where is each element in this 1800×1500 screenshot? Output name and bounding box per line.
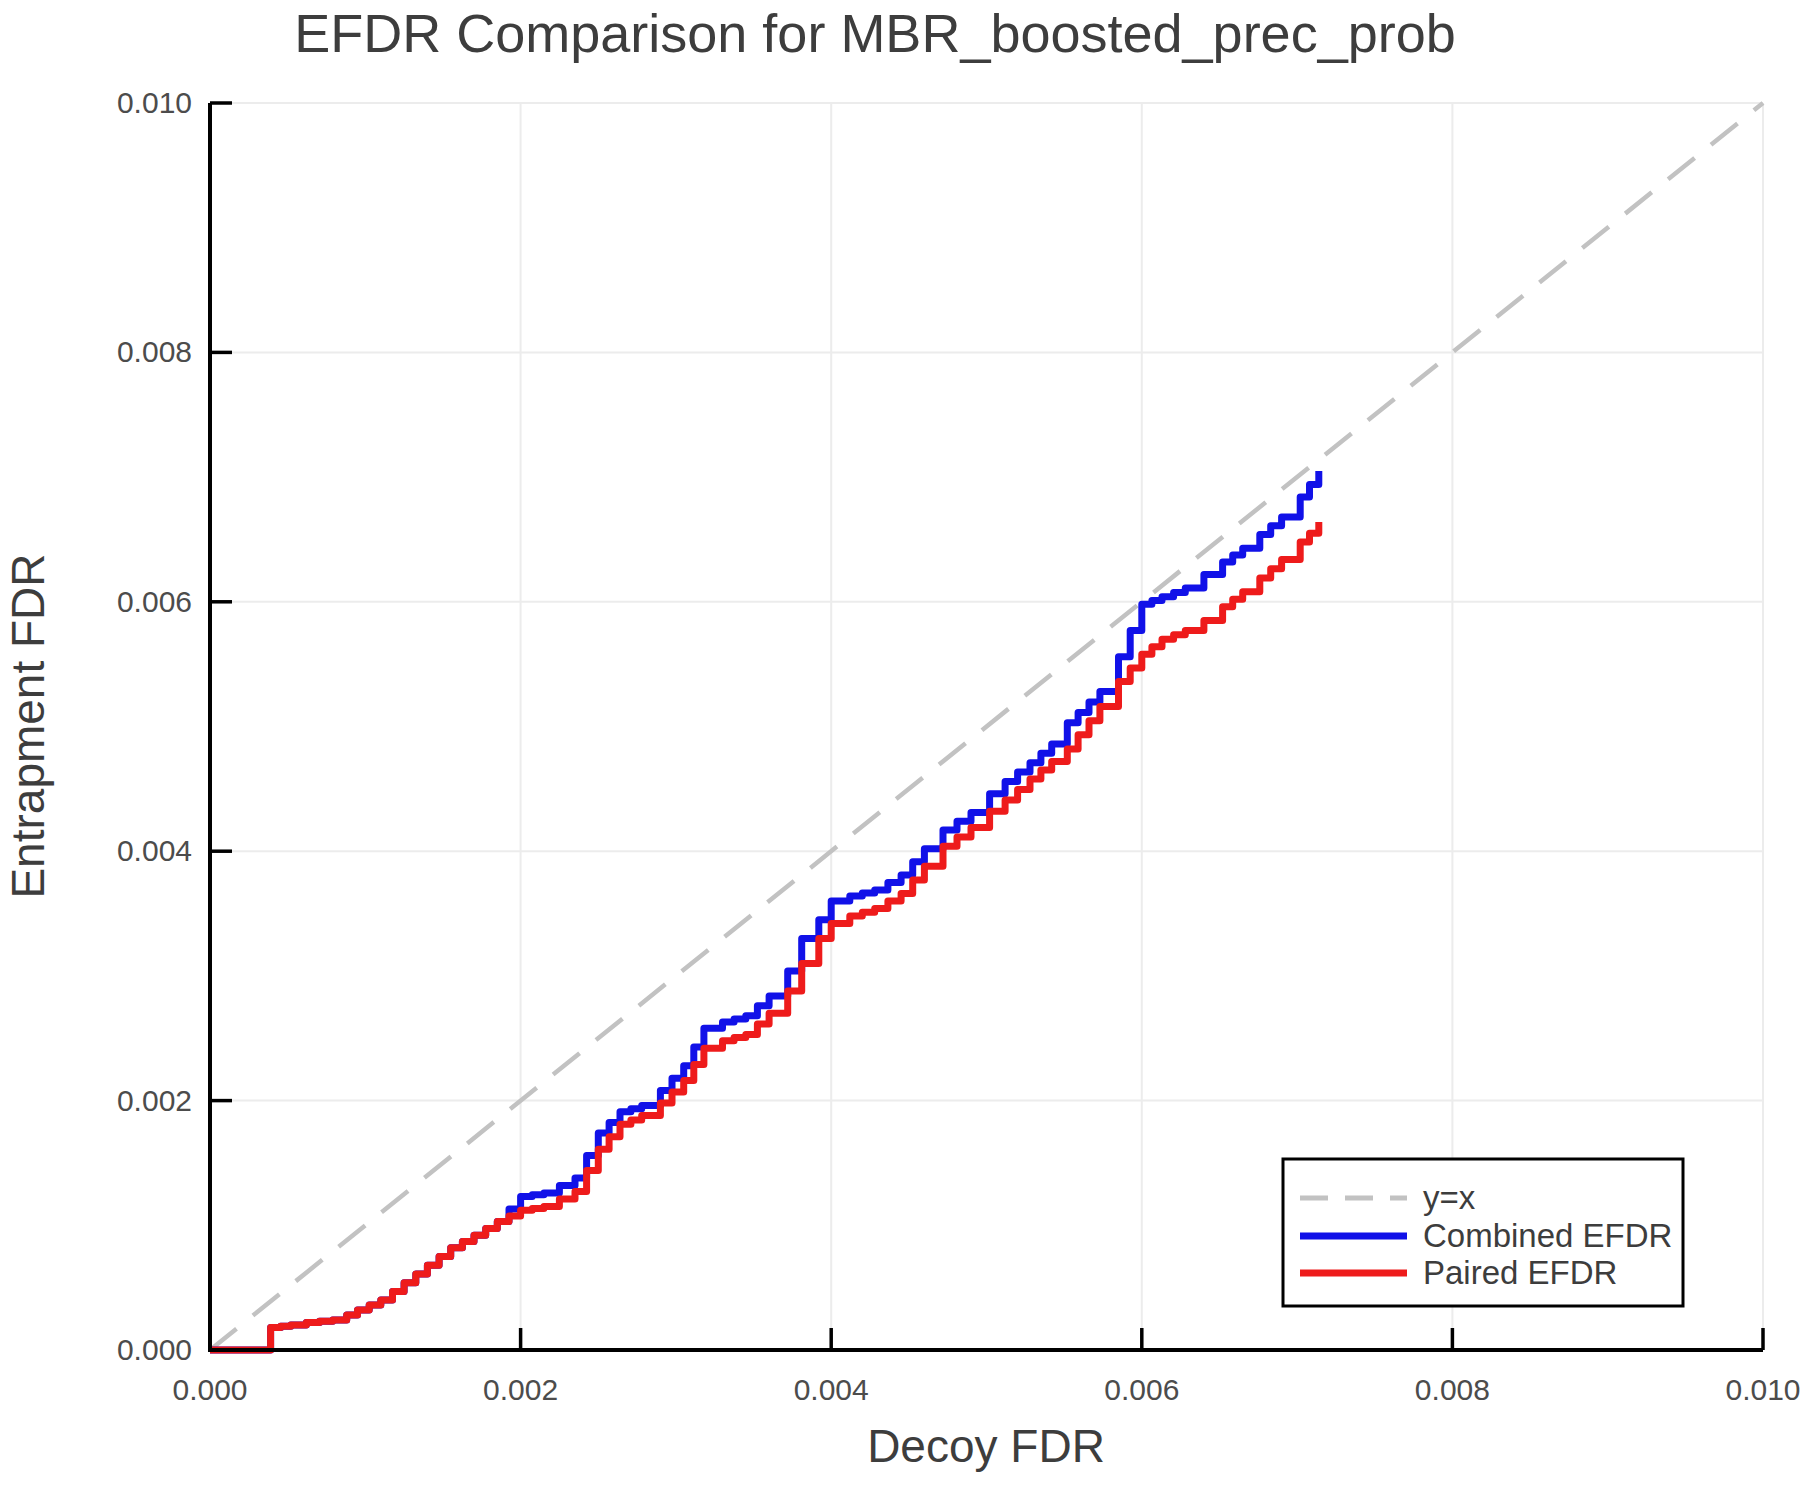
y-tick-label: 0.004: [117, 834, 192, 867]
x-tick-label: 0.004: [794, 1373, 869, 1406]
legend-label-combined-efdr: Combined EFDR: [1423, 1217, 1672, 1254]
x-tick-label: 0.006: [1104, 1373, 1179, 1406]
chart-canvas: 0.000 0.002 0.004 0.006 0.008 0.010 0.000 0.002…: [0, 0, 1800, 1500]
y-tick-label: 0.010: [117, 86, 192, 119]
y-tick-label: 0.008: [117, 335, 192, 368]
x-tick-label: 0.008: [1415, 1373, 1490, 1406]
efdr-comparison-figure: 0.000 0.002 0.004 0.006 0.008 0.010 0.000 0.002…: [0, 0, 1800, 1500]
y-tick-label: 0.002: [117, 1084, 192, 1117]
series-line-paired-efdr: [210, 522, 1319, 1350]
legend: y=x Combined EFDR Paired EFDR: [1283, 1159, 1683, 1306]
legend-label-paired-efdr: Paired EFDR: [1423, 1254, 1617, 1291]
x-axis-label: Decoy FDR: [867, 1420, 1105, 1472]
y-axis-label: Entrapment FDR: [2, 553, 54, 898]
x-tick-label: 0.010: [1725, 1373, 1800, 1406]
x-tick-label: 0.002: [483, 1373, 558, 1406]
legend-label-yx: y=x: [1423, 1179, 1476, 1216]
y-tick-label: 0.000: [117, 1333, 192, 1366]
y-tick-label: 0.006: [117, 585, 192, 618]
chart-title: EFDR Comparison for MBR_boosted_prec_pro…: [294, 3, 1456, 63]
x-tick-label: 0.000: [172, 1373, 247, 1406]
